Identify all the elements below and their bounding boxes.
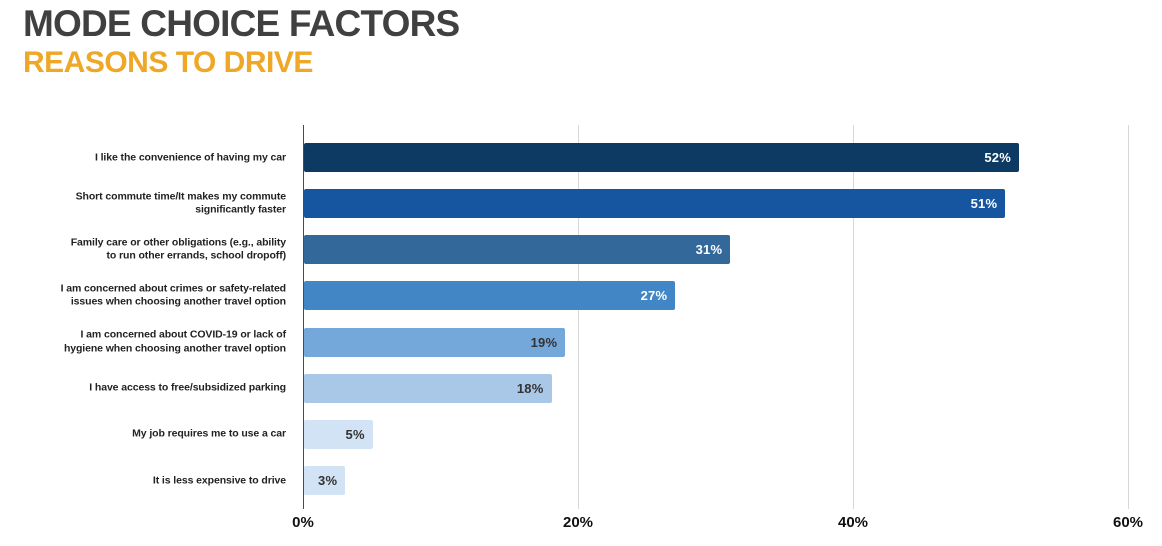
category-label: Family care or other obligations (e.g., … bbox=[70, 236, 286, 262]
gridline bbox=[853, 125, 854, 509]
category-label: It is less expensive to drive bbox=[152, 473, 286, 486]
x-axis-tick-label: 40% bbox=[837, 514, 869, 531]
gridline bbox=[1128, 125, 1129, 509]
bar: 3% bbox=[304, 466, 346, 496]
category-label: I am concerned about COVID-19 or lack of… bbox=[63, 328, 286, 355]
bar: 18% bbox=[304, 373, 552, 403]
y-axis-line bbox=[303, 125, 304, 509]
bar: 19% bbox=[304, 327, 566, 357]
bar: 27% bbox=[304, 281, 676, 311]
category-label: I am concerned about crimes or safety-re… bbox=[60, 282, 287, 308]
category-label: I like the convenience of having my car bbox=[94, 150, 286, 163]
page-subtitle: REASONS TO DRIVE bbox=[23, 46, 313, 79]
x-axis-tick-label: 0% bbox=[292, 514, 314, 531]
bar: 31% bbox=[304, 235, 731, 265]
bar-value-label: 31% bbox=[695, 242, 723, 258]
gridline bbox=[578, 125, 579, 509]
plot-area: 52% 51% 31% 27% 19% 18% 5% 3% bbox=[303, 125, 1129, 509]
bar: 51% bbox=[304, 189, 1006, 219]
x-axis-tick-label: 60% bbox=[1112, 514, 1144, 531]
bar-value-label: 51% bbox=[970, 196, 998, 212]
x-axis-tick-label: 20% bbox=[562, 514, 594, 531]
category-label: I have access to free/subsidized parking bbox=[89, 381, 286, 394]
bar: 52% bbox=[304, 143, 1019, 172]
bar-value-label: 52% bbox=[984, 150, 1011, 165]
category-label: Short commute time/It makes my commute s… bbox=[75, 190, 286, 216]
category-label: My job requires me to use a car bbox=[132, 427, 286, 440]
bar: 5% bbox=[304, 419, 373, 449]
bar-value-label: 5% bbox=[345, 426, 365, 442]
page-title: MODE CHOICE FACTORS bbox=[23, 3, 460, 44]
bar-value-label: 3% bbox=[318, 473, 338, 489]
bar-value-label: 19% bbox=[530, 334, 558, 350]
bar-value-label: 27% bbox=[640, 288, 668, 304]
bar-value-label: 18% bbox=[516, 380, 544, 396]
